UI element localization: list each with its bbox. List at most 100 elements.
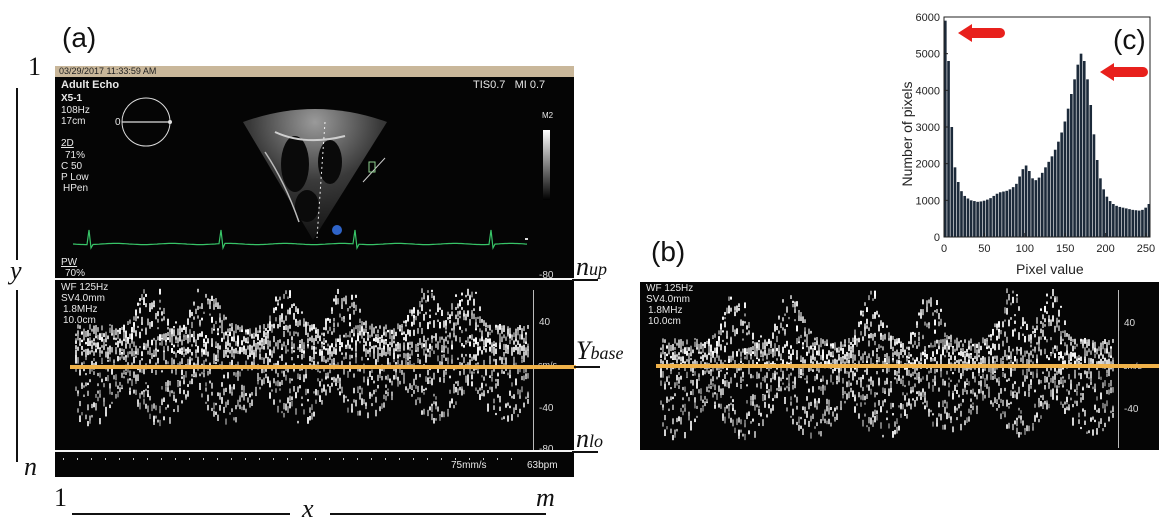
spectrum-speck	[325, 340, 327, 343]
spectrum-speck	[443, 345, 445, 353]
spectrum-speck	[822, 339, 824, 344]
spectrum-speck	[483, 359, 485, 366]
histogram-bar	[1089, 105, 1093, 237]
spectrum-speck	[183, 374, 185, 381]
spectrum-speck	[161, 386, 163, 390]
spectrum-speck	[283, 320, 285, 324]
spectrum-speck	[315, 389, 317, 395]
spectrum-speck	[836, 347, 838, 353]
spectrum-speck	[774, 377, 776, 381]
spectrum-speck	[161, 339, 163, 346]
spectrum-speck	[1094, 383, 1096, 389]
spectrum-speck	[1010, 351, 1012, 356]
histogram-bar	[1073, 79, 1076, 237]
spectrum-speck	[890, 335, 892, 340]
spectrum-speck	[381, 368, 383, 372]
spectrum-speck	[269, 349, 271, 356]
spectrum-speck	[371, 333, 373, 337]
spectrum-speck	[267, 356, 269, 361]
spectrum-speck	[854, 354, 856, 361]
spectrum-speck	[461, 307, 463, 310]
spectrum-speck	[157, 336, 159, 341]
spectrum-speck	[365, 320, 367, 326]
spectrum-speck	[902, 347, 904, 353]
spectrum-speck	[349, 322, 351, 327]
spectrum-speck	[137, 349, 139, 355]
spectrum-speck	[886, 367, 888, 374]
spectrum-speck	[856, 380, 858, 384]
spectrum-speck	[922, 388, 924, 393]
spectrum-speck	[413, 308, 415, 312]
spectrum-speck	[1046, 367, 1048, 372]
spectrum-speck	[119, 338, 121, 344]
spectrum-speck	[519, 408, 521, 414]
spectrum-speck	[1002, 360, 1004, 366]
spectrum-speck	[1016, 427, 1018, 435]
spectrum-speck	[107, 335, 109, 340]
spectrum-speck	[808, 388, 810, 393]
spectrum-speck	[780, 377, 782, 382]
spectrum-speck	[704, 341, 706, 349]
spectrum-speck	[830, 406, 832, 411]
spectrum-speck	[85, 331, 87, 338]
spectrum-speck	[135, 315, 137, 322]
spectrum-speck	[261, 369, 263, 374]
spectrum-speck	[938, 414, 940, 417]
spectrum-speck	[976, 408, 978, 415]
spectrum-speck	[724, 321, 726, 328]
spectrum-speck	[89, 379, 91, 383]
spectrum-speck	[812, 369, 814, 372]
spectrum-speck	[95, 329, 97, 336]
spectrum-speck	[235, 405, 237, 410]
spectrum-speck	[956, 337, 958, 345]
spectrum-speck	[125, 357, 127, 362]
spectrum-speck	[199, 333, 201, 337]
spectrum-speck	[696, 382, 698, 389]
spectrum-speck	[221, 361, 223, 366]
spectrum-speck	[714, 392, 716, 395]
spectrum-speck	[1002, 340, 1004, 347]
spectrum-speck	[830, 345, 832, 349]
spectrum-speck	[179, 361, 181, 368]
spectrum-speck	[239, 371, 241, 377]
spectrum-speck	[93, 371, 95, 375]
spectrum-speck	[277, 324, 279, 329]
spectrum-speck	[954, 406, 956, 410]
spectrum-speck	[806, 340, 808, 347]
spectrum-speck	[355, 399, 357, 407]
spectrum-speck	[183, 353, 185, 358]
spectrum-speck	[888, 388, 890, 395]
spectrum-speck	[772, 398, 774, 401]
spectrum-speck	[307, 343, 309, 349]
spectrum-speck	[119, 327, 121, 335]
spectrum-speck	[994, 360, 996, 365]
spectrum-speck	[944, 380, 946, 386]
spectrum-speck	[676, 358, 678, 363]
spectrum-speck	[1096, 348, 1098, 355]
spectrum-speck	[1030, 385, 1032, 389]
spectrum-speck	[369, 341, 371, 347]
spectrum-speck	[712, 365, 714, 372]
spectrum-speck	[209, 313, 211, 316]
spectrum-speck	[93, 338, 95, 342]
spectrum-speck	[299, 319, 301, 326]
spectrum-speck	[173, 359, 175, 365]
spectrum-speck	[840, 401, 842, 408]
spectrum-speck	[708, 346, 710, 353]
spectrum-speck	[972, 343, 974, 347]
spectrum-speck	[229, 328, 231, 332]
spectrum-speck	[509, 374, 511, 379]
spectrum-speck	[740, 351, 742, 357]
spectrum-speck	[998, 328, 1000, 333]
spectrum-speck	[347, 339, 349, 346]
spectrum-speck	[898, 405, 900, 408]
spectrum-speck	[341, 361, 343, 367]
spectrum-speck	[403, 373, 405, 380]
spectrum-speck	[203, 360, 205, 366]
spectrum-speck	[946, 412, 948, 420]
spectrum-speck	[379, 353, 381, 357]
spectrum-speck	[417, 347, 419, 352]
spectrum-speck	[984, 338, 986, 344]
spectrum-speck	[251, 333, 253, 339]
spectrum-speck	[1062, 403, 1064, 408]
